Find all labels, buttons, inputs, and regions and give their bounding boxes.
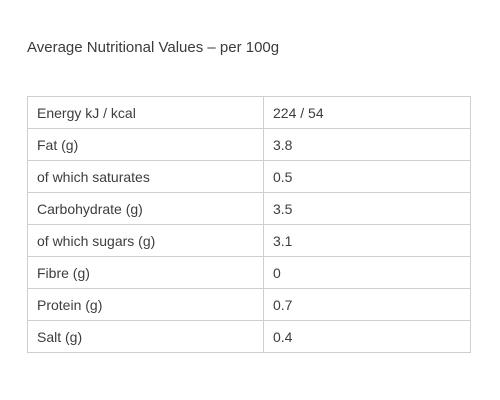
row-value: 3.8: [263, 128, 471, 161]
row-label: Salt (g): [27, 320, 264, 353]
row-label: Fat (g): [27, 128, 264, 161]
row-value: 0.7: [263, 288, 471, 321]
row-label: of which saturates: [27, 160, 264, 193]
row-value: 0.5: [263, 160, 471, 193]
row-value: 0.4: [263, 320, 471, 353]
table-row-fat: Fat (g) 3.8: [27, 128, 471, 161]
row-label: Energy kJ / kcal: [27, 96, 264, 129]
row-label: Protein (g): [27, 288, 264, 321]
row-value: 3.1: [263, 224, 471, 257]
row-label: of which sugars (g): [27, 224, 264, 257]
table-row-salt: Salt (g) 0.4: [27, 320, 471, 353]
table-row-protein: Protein (g) 0.7: [27, 288, 471, 321]
row-value: 0: [263, 256, 471, 289]
nutrition-heading: Average Nutritional Values – per 100g: [27, 39, 280, 56]
row-label: Carbohydrate (g): [27, 192, 264, 225]
row-value: 3.5: [263, 192, 471, 225]
nutrition-table: Energy kJ / kcal 224 / 54 Fat (g) 3.8 of…: [27, 96, 471, 353]
row-value: 224 / 54: [263, 96, 471, 129]
table-row-carbohydrate: Carbohydrate (g) 3.5: [27, 192, 471, 225]
row-label: Fibre (g): [27, 256, 264, 289]
table-row-sugars: of which sugars (g) 3.1: [27, 224, 471, 257]
table-row-saturates: of which saturates 0.5: [27, 160, 471, 193]
table-row-energy: Energy kJ / kcal 224 / 54: [27, 96, 471, 129]
table-row-fibre: Fibre (g) 0: [27, 256, 471, 289]
